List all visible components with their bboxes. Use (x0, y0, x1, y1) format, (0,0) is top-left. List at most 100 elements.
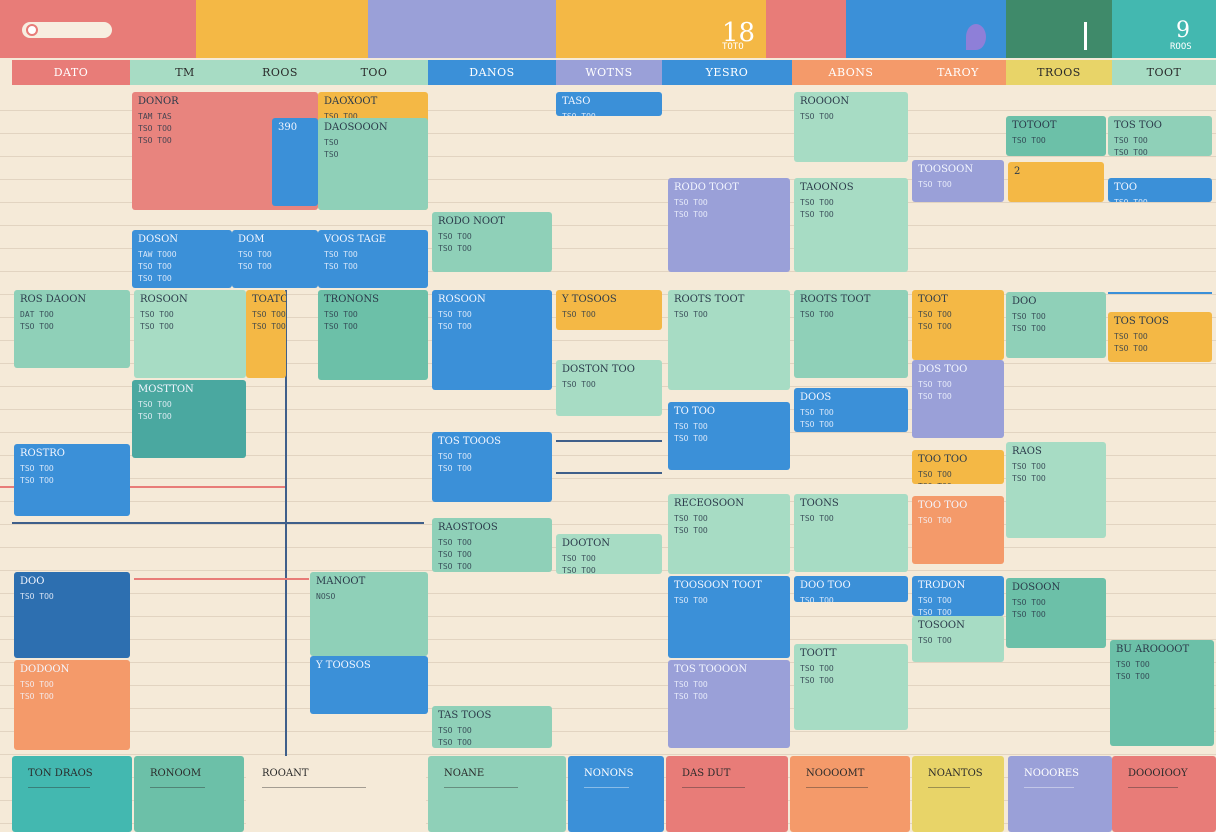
event-card[interactable]: TOONS TSO TOO (794, 494, 908, 572)
footer-tile[interactable]: NONONS (568, 756, 664, 832)
event-card[interactable]: Y TOSOOS TSO TOO (556, 290, 662, 330)
event-card[interactable]: TOTOOT TSO TOO (1006, 116, 1106, 156)
event-detail: TSO TOO (138, 262, 172, 271)
event-detail: TSO TOO (800, 408, 834, 417)
event-card[interactable]: BU AROOOOT TSO TOO TSO TOO (1110, 640, 1214, 746)
event-detail: TSO TOO (140, 310, 174, 319)
header-0[interactable]: DATO (12, 60, 130, 85)
footer-title: DOOOIOOY (1128, 768, 1188, 779)
header-4[interactable]: DANOS (428, 60, 556, 85)
event-card[interactable]: 2 (1008, 162, 1104, 202)
pill-toggle[interactable] (22, 22, 112, 38)
event-card[interactable]: ROSOON TSO TOO TSO TOO (134, 290, 246, 378)
event-card[interactable]: TOOT TSO TOO TSO TOO (912, 290, 1004, 360)
event-card[interactable]: DOO TSO TOO TSO TOO (1006, 292, 1106, 358)
footer-rule (150, 787, 205, 788)
event-card[interactable]: TOO TOO TSO TOO TSO TOO (912, 450, 1004, 484)
event-card[interactable]: RODO NOOT TSO TOO TSO TOO (432, 212, 552, 272)
event-title: ROOTS TOOT (800, 294, 871, 305)
event-card[interactable]: TAOONOS TSO TOO TSO TOO (794, 178, 908, 272)
event-card[interactable]: DOSON TAW TOOO TSO TOO TSO TOO (132, 230, 232, 288)
event-card[interactable]: DOS TOO TSO TOO TSO TOO (912, 360, 1004, 438)
event-card[interactable]: TOO TSO TOO (1108, 178, 1212, 202)
header-1[interactable]: TM (130, 60, 240, 85)
event-card[interactable]: RAOS TSO TOO TSO TOO (1006, 442, 1106, 538)
event-card[interactable]: ROS DAOON DAT TOO TSO TOO (14, 290, 130, 368)
event-card[interactable]: TO TOO TSO TOO TSO TOO (668, 402, 790, 470)
event-card[interactable]: DOM TSO TOO TSO TOO (232, 230, 318, 288)
event-card[interactable]: DOSTON TOO TSO TOO (556, 360, 662, 416)
event-card[interactable]: VOOS TAGE TSO TOO TSO TOO (318, 230, 428, 288)
event-detail: TSO TOO (918, 180, 952, 189)
event-card[interactable]: TOSOON TSO TOO (912, 616, 1004, 662)
event-card[interactable]: DOSOON TSO TOO TSO TOO (1006, 578, 1106, 648)
event-detail: TSO TOO (800, 664, 834, 673)
header-5[interactable]: WOTNS (556, 60, 662, 85)
event-card[interactable]: ROSTRO TSO TOO TSO TOO (14, 444, 130, 516)
event-title: TOATON (252, 294, 286, 305)
event-card[interactable]: DAOSOOON TSO TSO (318, 118, 428, 210)
event-card[interactable]: DOO TSO TOO (14, 572, 130, 658)
divider-col5-a (556, 440, 662, 442)
event-title: Y TOOSOS (316, 660, 371, 671)
event-card[interactable]: DOOS TSO TOO TSO TOO (794, 388, 908, 432)
event-card[interactable]: TOOSOON TSO TOO (912, 160, 1004, 202)
event-card[interactable]: ROOTS TOOT TSO TOO (794, 290, 908, 378)
event-detail: TSO TOO (918, 392, 952, 401)
header-6[interactable]: YESRO (662, 60, 792, 85)
event-title: TASO (562, 96, 591, 107)
footer-tile[interactable]: NOANTOS (912, 756, 1004, 832)
event-detail: TSO TOO (438, 310, 472, 319)
event-card[interactable]: MOSTTON TSO TOO TSO TOO (132, 380, 246, 458)
header-3[interactable]: TOO (320, 60, 428, 85)
header-7[interactable]: ABONS (792, 60, 910, 85)
footer-tile[interactable]: NOOORES (1008, 756, 1112, 832)
event-card[interactable]: TOS TOOS TSO TOO TSO TOO (1108, 312, 1212, 362)
event-card[interactable]: 390 (272, 118, 318, 206)
event-card[interactable]: Y TOOSOS (310, 656, 428, 714)
event-card[interactable]: RECEOSOON TSO TOO TSO TOO (668, 494, 790, 574)
footer-tile[interactable]: TON DRAOS (12, 756, 132, 832)
event-card[interactable]: TOATON TSO TOO TSO TOO (246, 290, 286, 378)
event-card[interactable]: TOO TOO TSO TOO (912, 496, 1004, 564)
event-title: TOO (1114, 182, 1138, 193)
event-card[interactable]: DODOON TSO TOO TSO TOO (14, 660, 130, 750)
event-detail: TSO TOO (918, 608, 952, 616)
event-card[interactable]: TASO TSO TOO (556, 92, 662, 116)
event-card[interactable]: TRODON TSO TOO TSO TOO (912, 576, 1004, 616)
event-card[interactable]: TOS TOO TSO TOO TSO TOO (1108, 116, 1212, 156)
divider-col10 (1108, 292, 1212, 294)
event-detail: TSO TOO (20, 464, 54, 473)
event-detail: TSO TOO (1012, 474, 1046, 483)
footer-tile[interactable]: NOOOOMT (790, 756, 910, 832)
header-9[interactable]: TROOS (1006, 60, 1112, 85)
event-card[interactable]: DOOTON TSO TOO TSO TOO (556, 534, 662, 574)
event-title: 390 (278, 122, 298, 133)
event-card[interactable]: MANOOT NOSO (310, 572, 428, 656)
event-title: DOM (238, 234, 265, 245)
event-card[interactable]: TOS TOOOS TSO TOO TSO TOO (432, 432, 552, 502)
event-card[interactable]: ROOTS TOOT TSO TOO (668, 290, 790, 390)
footer-tile[interactable]: NOANE (428, 756, 566, 832)
header-2[interactable]: ROOS (240, 60, 320, 85)
footer-tile[interactable]: DAS DUT (666, 756, 788, 832)
header-8[interactable]: TAROY (910, 60, 1006, 85)
footer-tile[interactable]: ROOANT (246, 756, 426, 832)
event-detail: TSO TOO (238, 262, 272, 271)
event-card[interactable]: TRONONS TSO TOO TSO TOO (318, 290, 428, 380)
event-detail: TSO TOO (1012, 610, 1046, 619)
event-card[interactable]: ROOOON TSO TOO (794, 92, 908, 162)
event-card[interactable]: TOOSOON TOOT TSO TOO (668, 576, 790, 658)
footer-tile[interactable]: DOOOIOOY (1112, 756, 1216, 832)
event-card[interactable]: TOOTT TSO TOO TSO TOO (794, 644, 908, 730)
event-card[interactable]: RAOSTOOS TSO TOO TSO TOO TSO TOO (432, 518, 552, 572)
footer-tile[interactable]: RONOOM (134, 756, 244, 832)
event-card[interactable]: TOS TOOOON TSO TOO TSO TOO (668, 660, 790, 748)
event-card[interactable]: RODO TOOT TSO TOO TSO TOO (668, 178, 790, 272)
event-card[interactable]: ROSOON TSO TOO TSO TOO (432, 290, 552, 390)
header-10[interactable]: TOOT (1112, 60, 1216, 85)
date-big: 18 (722, 18, 756, 48)
right-big: 9 (1176, 18, 1190, 43)
